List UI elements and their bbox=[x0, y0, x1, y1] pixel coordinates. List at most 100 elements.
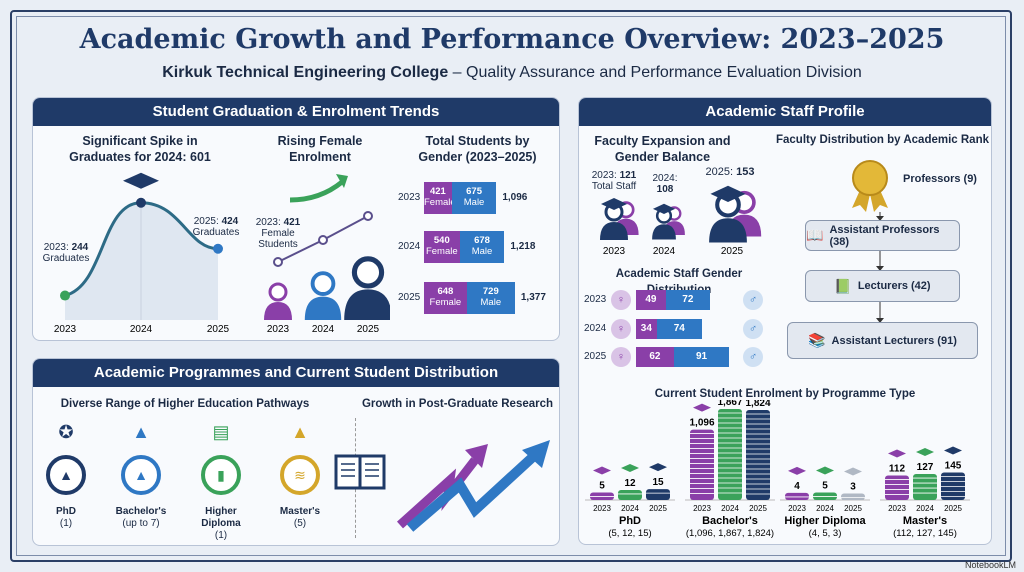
graduation-cap-icon bbox=[888, 449, 906, 458]
arrow-head bbox=[336, 174, 348, 188]
staff-2025-label: 2025: 153 bbox=[705, 166, 755, 178]
rank-assistant-professors: 📖 Assistant Professors (38) bbox=[805, 220, 960, 251]
enrolment-bar-Higher Diploma-2025 bbox=[841, 493, 865, 500]
gender-total-label: 1,218 bbox=[510, 241, 536, 252]
male-bar: 675 Male bbox=[451, 182, 497, 214]
enrolment-bar-PhD-2024 bbox=[618, 489, 642, 500]
purple-up-arrow-icon bbox=[396, 444, 488, 529]
enrolment-value-label: 5 bbox=[822, 480, 828, 491]
staff-female-bar: 49 bbox=[636, 290, 666, 310]
staff-male-bar: 91 bbox=[673, 347, 730, 367]
books-diploma-icon: 📚 bbox=[808, 332, 826, 348]
person-head bbox=[268, 282, 288, 302]
grad-2025-label: 2025: 424 Graduates bbox=[192, 216, 240, 238]
graduation-cap-icon bbox=[649, 463, 667, 472]
gender-total-label: 1,377 bbox=[520, 292, 546, 303]
female-year-label: 2025 bbox=[357, 324, 380, 335]
female-student-figure bbox=[264, 282, 292, 320]
enrolment-bar-Master's-2023 bbox=[885, 475, 909, 500]
female-student-figure bbox=[304, 271, 342, 320]
top-medal-icon: ✪ bbox=[58, 422, 74, 442]
female-point-2024 bbox=[318, 235, 328, 245]
top-graduation-cap-icon: ▲ bbox=[132, 422, 150, 442]
enrolment-value-label: 1,096 bbox=[689, 418, 714, 429]
rank-flow-graphic bbox=[852, 160, 888, 323]
graduation-cap-icon bbox=[816, 466, 834, 475]
staff-female-bar: 62 bbox=[636, 347, 674, 367]
staff-2024-label: 2024: 108 bbox=[652, 173, 678, 195]
staff-male-bar: 74 bbox=[656, 319, 702, 339]
top-books-icon: ▲ bbox=[291, 422, 309, 442]
enrolment-year-label: 2023 bbox=[593, 504, 611, 513]
programme-summary-label: (1,096, 1,867, 1,824) bbox=[686, 528, 774, 539]
book-icon: 📖 bbox=[806, 227, 824, 243]
enrolment-year-label: 2025 bbox=[649, 504, 667, 513]
trend-up-arrow-icon bbox=[289, 180, 344, 203]
page-title: Academic Growth and Performance Overview… bbox=[79, 24, 945, 55]
programme-summary-label: (5, 12, 15) bbox=[608, 528, 651, 539]
enrolment-value-label: 3 bbox=[850, 481, 856, 492]
expansion-title-line1: Faculty Expansion and bbox=[594, 134, 731, 148]
enrolment-year-label: 2024 bbox=[621, 504, 639, 513]
graduates-point-2024 bbox=[136, 197, 146, 208]
watermark: NotebookLM bbox=[964, 560, 1016, 570]
expansion-title-line2: Gender Balance bbox=[614, 150, 711, 164]
male-avatar-icon: ♂ bbox=[743, 347, 763, 367]
female-point-2025 bbox=[363, 211, 373, 221]
gender-total-label: 1,096 bbox=[502, 192, 528, 203]
enrolment-bar-chart: 5 2023 12 2024 15 2025 PhD(5, 12, 15) 1,096 2023… bbox=[585, 400, 970, 539]
enrolment-value-label: 4 bbox=[794, 481, 800, 492]
programme-name-label: PhD bbox=[619, 515, 641, 527]
enrolment-value-label: 1,824 bbox=[745, 400, 770, 409]
enrolment-bar-Bachelor's-2023 bbox=[690, 429, 714, 500]
staff-panel-header: Academic Staff Profile bbox=[579, 98, 991, 126]
person-body bbox=[264, 302, 292, 320]
graduation-cap-icon bbox=[621, 463, 639, 472]
page-subtitle: Kirkuk Technical Engineering College – Q… bbox=[0, 64, 1024, 82]
graduates-line-chart: 2023 2024 2025 bbox=[54, 172, 230, 335]
enrolment-value-label: 127 bbox=[917, 462, 934, 473]
pathways-title: Diverse Range of Higher Education Pathwa… bbox=[60, 398, 310, 410]
person-body bbox=[652, 224, 676, 240]
pathway-label: Master's (5) bbox=[279, 506, 321, 529]
graduation-cap-icon bbox=[916, 448, 934, 457]
staff-year-label: 2025 bbox=[584, 351, 607, 362]
male-avatar-icon: ♂ bbox=[743, 290, 763, 310]
expansion-title: Faculty Expansion and Gender Balance bbox=[590, 133, 735, 165]
female-avatar-icon: ♀ bbox=[611, 319, 631, 339]
enrolment-year-label: 2024 bbox=[721, 504, 739, 513]
rank-assistant-professors-label: Assistant Professors (38) bbox=[829, 223, 940, 248]
graduation-cap-icon bbox=[693, 403, 711, 412]
graduates-year-label: 2025 bbox=[207, 324, 230, 335]
programmes-panel-header: Academic Programmes and Current Student … bbox=[33, 359, 559, 387]
staff-female-bar: 34 bbox=[636, 319, 657, 339]
staff-male-bar: 72 bbox=[665, 290, 710, 310]
gender-title-line2: Gender (2023–2025) bbox=[418, 150, 537, 164]
enrolment-value-label: 145 bbox=[945, 460, 962, 471]
programme-name-label: Master's bbox=[903, 515, 947, 527]
college-name: Kirkuk Technical Engineering College bbox=[162, 64, 449, 81]
enrolment-bar-Higher Diploma-2023 bbox=[785, 492, 809, 500]
enrolment-value-label: 15 bbox=[652, 477, 664, 488]
enrolment-bar-Master's-2024 bbox=[913, 474, 937, 500]
enrolment-title: Current Student Enrolment by Programme T… bbox=[654, 388, 916, 400]
rank-assistant-lecturers: 📚 Assistant Lecturers (91) bbox=[787, 322, 978, 359]
enrolment-value-label: 1,867 bbox=[717, 400, 742, 408]
enrolment-bar-Bachelor's-2025 bbox=[746, 410, 770, 500]
staff-year-label: 2024 bbox=[584, 323, 607, 334]
female-title: Rising Female Enrolment bbox=[250, 133, 390, 165]
person-body bbox=[709, 218, 747, 243]
male-avatar-icon: ♂ bbox=[743, 319, 763, 339]
programme-name-label: Higher Diploma bbox=[784, 515, 866, 527]
female-title-line1: Rising Female bbox=[277, 134, 363, 148]
trends-panel-header: Student Graduation & Enrolment Trends bbox=[33, 98, 559, 126]
graduation-cap-icon bbox=[593, 466, 611, 475]
medal-icon: ▲ bbox=[46, 455, 86, 495]
enrolment-bar-PhD-2025 bbox=[646, 489, 670, 500]
female-bar: 540 Female bbox=[424, 231, 460, 263]
graduation-cap-icon bbox=[788, 466, 806, 475]
programme-name-label: Bachelor's bbox=[702, 515, 758, 527]
staff-2023-label: 2023: 121 Total Staff bbox=[591, 170, 637, 192]
pathway-label: PhD (1) bbox=[56, 506, 76, 529]
female-student-figure bbox=[344, 256, 390, 321]
